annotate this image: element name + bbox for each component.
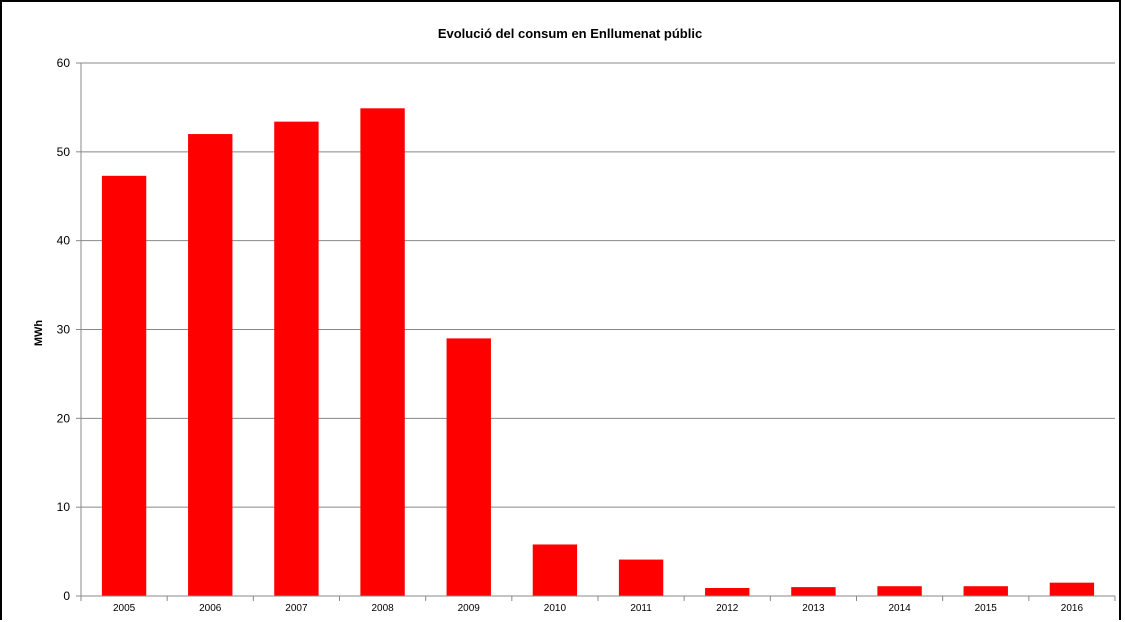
x-tick-label: 2010 (544, 603, 567, 614)
y-tick-label: 50 (57, 145, 71, 159)
x-tick-labels: 2005 2006 2007 2008 2009 2010 2011 2012 2013 2014… (80, 596, 1116, 614)
y-axis-label: MWh (33, 320, 45, 347)
y-tick-label: 30 (57, 323, 71, 337)
bar-2008 (360, 108, 405, 597)
bar-2011 (618, 559, 664, 596)
bar-2007 (274, 121, 319, 596)
gridlines (76, 62, 1115, 597)
x-tick-label: 2012 (716, 603, 739, 614)
bar-2012 (705, 588, 750, 596)
bar-2015 (963, 586, 1008, 596)
axes (80, 63, 1115, 597)
bar-2010 (532, 544, 578, 596)
bar-2016 (1049, 582, 1095, 596)
x-tick-label: 2014 (888, 603, 911, 614)
y-tick-label: 10 (57, 500, 71, 514)
bar-2009 (446, 338, 491, 596)
y-tick-label: 20 (57, 411, 71, 425)
y-tick-label: 60 (57, 56, 71, 70)
chart-title: Evolució del consum en Enllumenat públic (438, 26, 702, 41)
y-tick-label: 40 (57, 234, 71, 248)
bars (101, 108, 1095, 597)
x-tick-label: 2008 (371, 603, 394, 614)
x-tick-label: 2009 (458, 603, 481, 614)
x-tick-label: 2016 (1061, 603, 1084, 614)
bar-2006 (188, 134, 233, 597)
x-tick-label: 2011 (630, 603, 652, 614)
y-tick-labels: 0 10 20 30 40 50 60 (57, 56, 71, 603)
x-tick-label: 2015 (975, 603, 998, 614)
x-tick-label: 2013 (802, 603, 825, 614)
bar-2013 (791, 587, 836, 596)
x-tick-label: 2006 (199, 603, 222, 614)
bar-2005 (101, 175, 147, 596)
x-tick-label: 2005 (113, 603, 136, 614)
y-tick-label: 0 (63, 589, 70, 603)
x-tick-label: 2007 (285, 603, 308, 614)
bar-2014 (877, 586, 922, 596)
